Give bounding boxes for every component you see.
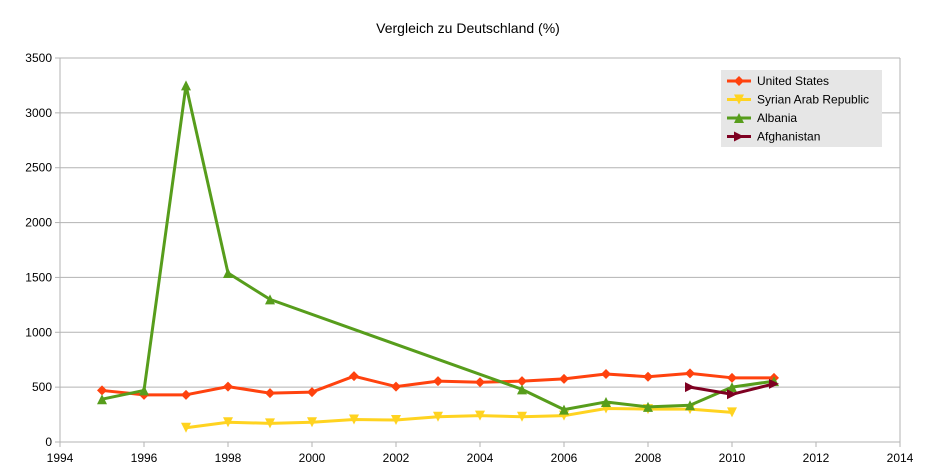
- legend: United States Syrian Arab Republic Albania…: [721, 70, 882, 147]
- data-point: [643, 401, 653, 412]
- data-point: [265, 418, 275, 429]
- series-afghanistan: [685, 378, 779, 400]
- legend-label: Albania: [757, 111, 797, 125]
- plot-area: [97, 80, 779, 433]
- axes: [55, 57, 901, 447]
- data-point: [181, 422, 191, 433]
- legend-label: United States: [757, 74, 829, 88]
- x-tick-label: 2014: [887, 451, 914, 465]
- data-point: [559, 373, 569, 384]
- data-point: [139, 385, 149, 396]
- series-united-states: [97, 368, 779, 400]
- y-tick-label: 1500: [25, 270, 52, 284]
- legend-label: Afghanistan: [757, 130, 820, 144]
- data-point: [517, 384, 527, 395]
- chart-title: Vergleich zu Deutschland (%): [376, 20, 560, 36]
- y-tick-label: 2000: [25, 216, 52, 230]
- x-tick-label: 1994: [47, 451, 74, 465]
- data-point: [601, 396, 611, 407]
- y-tick-label: 1000: [25, 325, 52, 339]
- data-point: [769, 378, 779, 389]
- data-point: [433, 411, 443, 422]
- x-tick-label: 2012: [803, 451, 830, 465]
- tick-labels: 0 500 1000 1500 2000 2500 3000 3500 1994 1996 1998…: [25, 51, 913, 465]
- data-point: [265, 294, 275, 305]
- series-syrian-arab-republic: [181, 403, 737, 433]
- data-point: [433, 376, 443, 387]
- data-point: [223, 417, 233, 428]
- data-point: [97, 385, 107, 396]
- x-tick-label: 2004: [467, 451, 494, 465]
- series-line: [101, 83, 775, 412]
- data-point: [223, 381, 233, 392]
- legend-marker: [734, 94, 744, 105]
- x-tick-label: 1998: [215, 451, 242, 465]
- y-tick-label: 3500: [25, 51, 52, 65]
- data-point: [685, 368, 695, 379]
- data-point: [475, 410, 485, 421]
- data-point: [223, 268, 233, 279]
- legend-box: [721, 70, 882, 147]
- data-point: [601, 368, 611, 379]
- data-point: [349, 414, 359, 425]
- legend-marker: [734, 131, 744, 142]
- y-tick-label: 0: [45, 435, 52, 449]
- legend-marker: [734, 76, 744, 86]
- series-line: [185, 407, 733, 430]
- data-point: [97, 394, 107, 405]
- x-tick-label: 2006: [551, 451, 578, 465]
- data-point: [307, 387, 317, 398]
- data-point: [181, 80, 191, 91]
- data-point: [685, 382, 695, 393]
- y-tick-label: 2500: [25, 161, 52, 175]
- y-tick-label: 500: [32, 380, 52, 394]
- data-point: [727, 389, 737, 400]
- data-point: [307, 417, 317, 428]
- data-point: [727, 372, 737, 383]
- data-point: [643, 371, 653, 382]
- data-point: [349, 371, 359, 382]
- x-tick-label: 2002: [383, 451, 410, 465]
- x-tick-label: 2000: [299, 451, 326, 465]
- legend-label: Syrian Arab Republic: [757, 93, 869, 107]
- data-point: [391, 415, 401, 426]
- x-tick-label: 2008: [635, 451, 662, 465]
- data-point: [727, 382, 737, 393]
- data-point: [475, 377, 485, 388]
- x-tick-label: 1996: [131, 451, 158, 465]
- data-point: [517, 411, 527, 422]
- data-point: [685, 400, 695, 411]
- legend-marker: [734, 113, 744, 123]
- data-point: [559, 404, 569, 415]
- series-albania: [97, 80, 779, 415]
- y-tick-label: 3000: [25, 106, 52, 120]
- data-point: [181, 389, 191, 400]
- data-point: [517, 376, 527, 387]
- gridlines: [60, 57, 900, 443]
- x-tick-label: 2010: [719, 451, 746, 465]
- data-point: [265, 388, 275, 399]
- data-point: [727, 407, 737, 418]
- data-point: [391, 381, 401, 392]
